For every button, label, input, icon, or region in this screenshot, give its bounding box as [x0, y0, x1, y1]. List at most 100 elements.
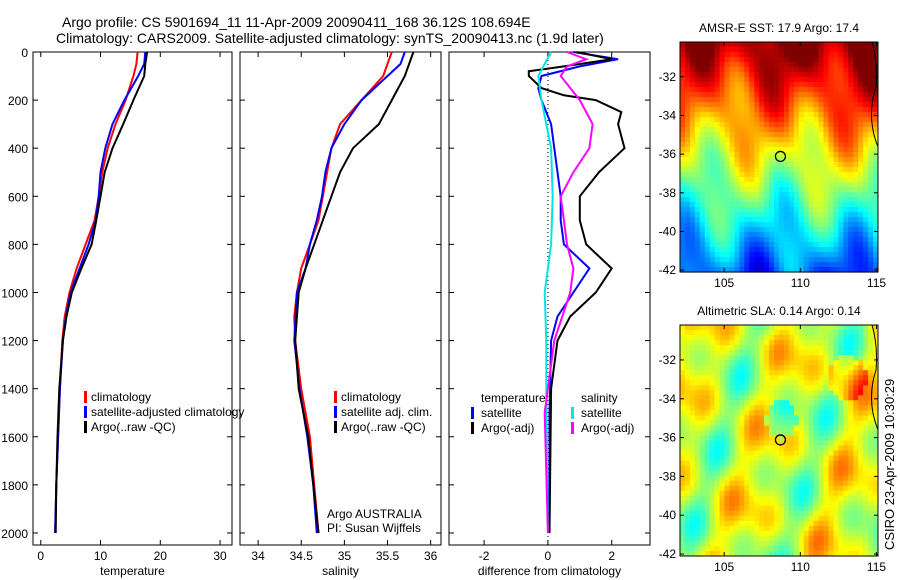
map-cell [838, 122, 844, 128]
map-cell [680, 72, 686, 78]
x-tick-label: 10 [94, 549, 108, 563]
map-cell [818, 430, 825, 437]
map-cell [798, 187, 805, 193]
map-cell [694, 415, 701, 421]
map-cell [853, 350, 859, 356]
map-cell [779, 222, 785, 228]
map-cell [838, 500, 844, 507]
map-cell [699, 515, 706, 522]
map-cell [764, 546, 770, 552]
map-cell [843, 102, 849, 108]
map-cell [853, 177, 859, 183]
map-cell [769, 227, 775, 233]
map-cell [769, 67, 775, 73]
map-cell [774, 142, 780, 148]
map-cell [808, 267, 815, 273]
map-cell [803, 505, 810, 512]
map-cell [868, 335, 874, 341]
map-cell [734, 495, 740, 502]
map-cell [764, 400, 770, 406]
map-cell [818, 510, 825, 517]
map-cell [853, 430, 859, 437]
map-cell [704, 57, 711, 63]
map-cell [838, 350, 844, 356]
map-cell [868, 212, 874, 218]
map-cell [724, 410, 730, 416]
map-cell [868, 465, 874, 472]
map-cell [704, 267, 711, 273]
map-cell [808, 530, 815, 537]
map-cell [724, 47, 730, 53]
map-cell [719, 152, 726, 158]
map-cell [729, 485, 735, 492]
map-cell [779, 137, 785, 143]
map-cell [759, 515, 765, 522]
map-cell [764, 460, 770, 467]
map-cell [803, 177, 810, 183]
map-cell [843, 252, 849, 258]
map-cell [704, 445, 711, 452]
map-cell [838, 187, 844, 193]
map-cell [788, 77, 795, 83]
map-cell [873, 252, 879, 258]
map-cell [694, 142, 701, 148]
map-cell [754, 222, 760, 228]
map-cell [803, 192, 810, 198]
map-cell [685, 385, 691, 391]
map-cell [734, 52, 740, 58]
map-cell [868, 197, 874, 203]
map-cell [685, 330, 691, 336]
map-cell [769, 395, 775, 401]
map-cell [813, 257, 820, 263]
map-cell [858, 330, 864, 336]
map-cell [848, 67, 854, 73]
map-cell [784, 400, 790, 406]
map-cell [714, 465, 721, 472]
map-cell [680, 415, 686, 421]
map-cell [719, 162, 726, 168]
map-cell [774, 262, 780, 268]
map-cell [764, 42, 770, 48]
map-cell [694, 445, 701, 452]
map-cell [873, 335, 879, 341]
map-cell [694, 495, 701, 502]
map-cell [680, 505, 686, 512]
map-cell [813, 102, 820, 108]
map-cell [784, 435, 790, 442]
map-cell [739, 132, 745, 138]
map-cell [848, 42, 854, 48]
map-cell [833, 157, 839, 163]
map-cell [769, 47, 775, 53]
map-cell [774, 77, 780, 83]
map-cell [769, 375, 775, 381]
map-cell [744, 267, 750, 273]
map-cell [843, 505, 849, 512]
map-cell [739, 395, 745, 401]
map-cell [739, 455, 745, 462]
map-cell [749, 47, 755, 53]
map-cell [680, 82, 686, 88]
map-cell [729, 107, 735, 113]
map-cell [759, 425, 765, 431]
map-cell [823, 480, 829, 487]
map-cell [853, 450, 859, 457]
map-cell [858, 97, 864, 103]
map-cell [689, 375, 696, 381]
map-cell [838, 510, 844, 517]
map-cell [685, 52, 691, 58]
map-cell [818, 405, 825, 411]
map-cell [699, 385, 706, 391]
map-cell [803, 465, 810, 472]
map-cell [744, 192, 750, 198]
map-cell [784, 57, 790, 63]
map-cell [709, 222, 716, 228]
map-cell [798, 425, 805, 431]
map-cell [744, 117, 750, 123]
map-cell [689, 77, 696, 83]
map-cell [739, 410, 745, 416]
map-cell [853, 197, 859, 203]
map-cell [863, 182, 869, 188]
series-line-argo-raw-qc- [54, 51, 149, 534]
map-cell [724, 475, 730, 482]
map-cell [699, 117, 706, 123]
